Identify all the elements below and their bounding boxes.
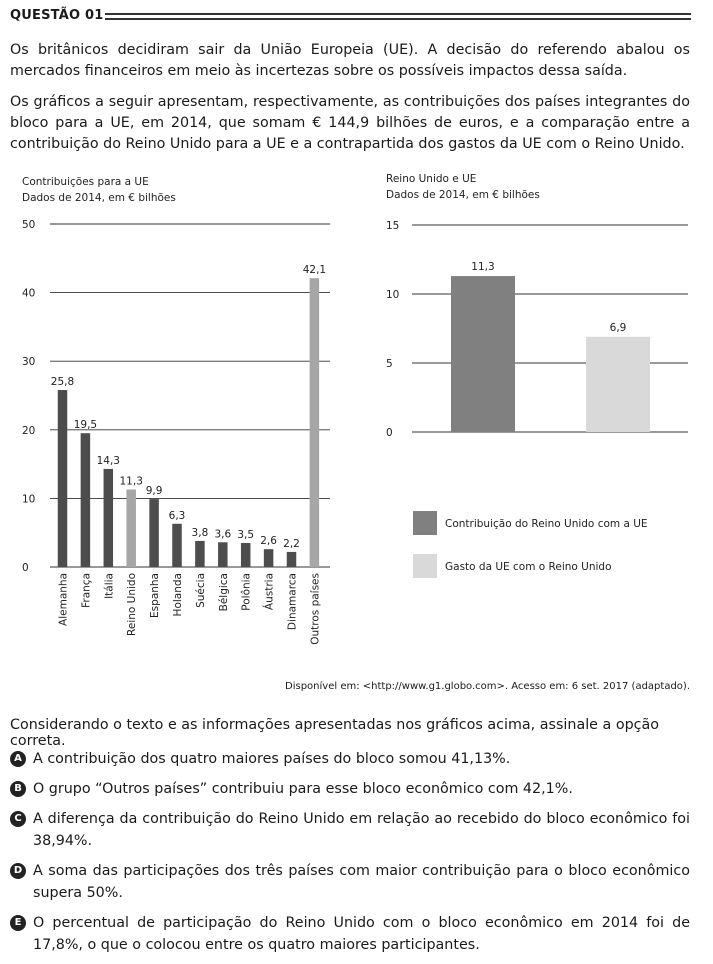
chart1-value-label: 25,8 bbox=[51, 376, 74, 388]
chart2-value-label: 6,9 bbox=[610, 322, 627, 334]
chart1-bar bbox=[309, 278, 320, 567]
chart1-category-label: Polônia bbox=[241, 573, 253, 611]
chart2-title: Reino Unido e UE bbox=[386, 173, 476, 185]
option-d[interactable]: D A soma das participações dos três país… bbox=[10, 860, 690, 904]
question-number: QUESTÃO 01 bbox=[10, 8, 104, 23]
chart2-y-tick-label: 15 bbox=[386, 220, 399, 232]
option-e-text: O percentual de participação do Reino Un… bbox=[33, 915, 690, 953]
chart1-value-label: 11,3 bbox=[120, 475, 143, 487]
chart1-value-label: 6,3 bbox=[169, 510, 186, 522]
chart2-bar bbox=[586, 336, 650, 432]
chart1-category-label: Áustria bbox=[263, 573, 276, 610]
chart1-y-tick-label: 50 bbox=[22, 219, 35, 231]
chart1-y-tick-label: 10 bbox=[22, 493, 35, 505]
option-b-letter: B bbox=[10, 781, 26, 797]
option-a-text: A contribuição dos quatro maiores países… bbox=[33, 751, 511, 767]
chart1-subtitle: Dados de 2014, em € bilhões bbox=[22, 192, 176, 204]
chart1-category-label: Espanha bbox=[149, 573, 161, 618]
charts-description-paragraph: Os gráficos a seguir apresentam, respect… bbox=[10, 94, 690, 152]
chart1-y-tick-label: 0 bbox=[22, 562, 29, 574]
chart1-bar bbox=[195, 540, 205, 567]
chart1-category-label: Holanda bbox=[172, 573, 184, 616]
chart2-y-tick-label: 10 bbox=[386, 289, 399, 301]
chart1-value-label: 2,6 bbox=[260, 535, 277, 547]
chart1-bar bbox=[240, 542, 251, 567]
intro-paragraph: Os britânicos decidiram sair da União Eu… bbox=[10, 42, 690, 79]
chart1-value-label: 19,5 bbox=[74, 419, 97, 431]
chart1-category-label: Outros países bbox=[309, 573, 321, 645]
chart1-category-label: Alemanha bbox=[58, 573, 70, 626]
chart2-legend-swatch bbox=[413, 511, 437, 535]
option-e-letter: E bbox=[10, 915, 26, 931]
chart1-bar bbox=[263, 549, 274, 567]
chart1-value-label: 2,2 bbox=[283, 538, 300, 550]
chart1-category-label: Dinamarca bbox=[287, 573, 299, 630]
chart1-category-label: Suécia bbox=[195, 573, 207, 608]
chart1-value-label: 3,8 bbox=[192, 527, 209, 539]
chart1-y-tick-label: 30 bbox=[22, 356, 35, 368]
chart1-value-label: 14,3 bbox=[97, 455, 120, 467]
answer-options: A A contribuição dos quatro maiores país… bbox=[10, 748, 690, 964]
header-rule bbox=[105, 13, 691, 15]
chart1-value-label: 42,1 bbox=[303, 264, 326, 276]
chart2-legend-label: Contribuição do Reino Unido com a UE bbox=[445, 518, 648, 530]
chart1-bar bbox=[80, 433, 91, 567]
chart1-value-label: 9,9 bbox=[146, 485, 163, 497]
option-a[interactable]: A A contribuição dos quatro maiores país… bbox=[10, 748, 690, 770]
option-b-text: O grupo “Outros países” contribuiu para … bbox=[33, 781, 573, 797]
chart1-bar bbox=[57, 390, 68, 567]
chart1-bar bbox=[149, 499, 159, 567]
option-e[interactable]: E O percentual de participação do Reino … bbox=[10, 912, 690, 956]
chart1-title: Contribuições para a UE bbox=[22, 176, 149, 188]
option-d-text: A soma das participações dos três países… bbox=[33, 863, 690, 901]
option-c-letter: C bbox=[10, 811, 26, 827]
option-b[interactable]: B O grupo “Outros países” contribuiu par… bbox=[10, 778, 690, 800]
source-citation: Disponível em: <http://www.g1.globo.com>… bbox=[285, 681, 690, 692]
chart2-value-label: 11,3 bbox=[471, 261, 494, 273]
option-a-letter: A bbox=[10, 751, 26, 767]
chart2-bar bbox=[451, 276, 515, 432]
chart2-legend-swatch bbox=[413, 554, 437, 578]
chart1-category-label: Bélgica bbox=[218, 573, 230, 611]
chart1-bar bbox=[286, 551, 297, 567]
header-rule bbox=[105, 18, 691, 20]
charts-area: Contribuições para a UE Dados de 2014, em… bbox=[22, 173, 688, 645]
chart1-category-label: Itália bbox=[103, 573, 115, 599]
chart2-y-tick-label: 5 bbox=[386, 358, 393, 370]
chart2-y-tick-label: 0 bbox=[386, 427, 393, 439]
chart1-bar bbox=[126, 489, 136, 567]
chart1-bar bbox=[103, 468, 114, 567]
question-header: QUESTÃO 01 bbox=[10, 6, 691, 28]
chart1-value-label: 3,6 bbox=[214, 528, 231, 540]
chart1-category-label: França bbox=[80, 573, 92, 608]
chart1-category-label: Reino Unido bbox=[126, 573, 138, 636]
question-prompt: Considerando o texto e as informações ap… bbox=[10, 717, 660, 749]
chart1-bar bbox=[172, 523, 182, 567]
option-c[interactable]: C A diferença da contribuição do Reino U… bbox=[10, 808, 690, 852]
chart2-subtitle: Dados de 2014, em € bilhões bbox=[386, 189, 540, 201]
chart1-y-tick-label: 20 bbox=[22, 425, 35, 437]
option-d-letter: D bbox=[10, 863, 26, 879]
chart1-value-label: 3,5 bbox=[237, 529, 254, 541]
option-c-text: A diferença da contribuição do Reino Uni… bbox=[33, 811, 690, 849]
chart1-y-tick-label: 40 bbox=[22, 288, 35, 300]
chart2-legend-label: Gasto da UE com o Reino Unido bbox=[445, 561, 612, 573]
chart1-bar bbox=[218, 542, 228, 567]
